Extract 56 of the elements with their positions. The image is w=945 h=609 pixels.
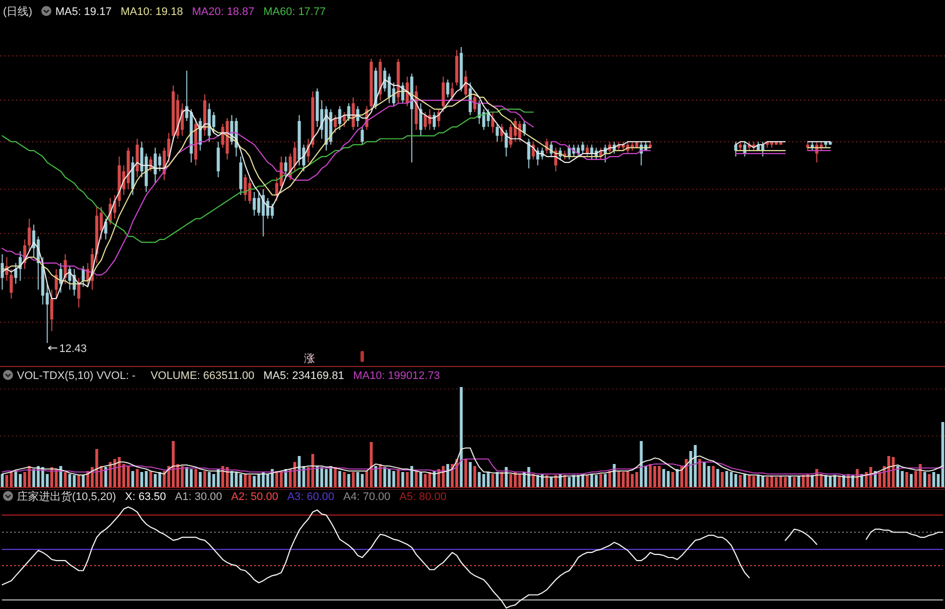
- candlestick: [432, 112, 436, 130]
- text: A2: 50.00: [231, 491, 278, 503]
- candlestick: [338, 106, 342, 130]
- candlestick: [450, 82, 454, 101]
- candlestick: [491, 112, 494, 134]
- candlestick: [464, 70, 468, 98]
- text: A1: 30.00: [175, 491, 222, 503]
- candlestick: [356, 106, 360, 128]
- candlestick: [360, 126, 364, 146]
- candlestick: [446, 79, 450, 98]
- text: MA10: 19.18: [120, 6, 183, 18]
- candlestick: [545, 138, 548, 154]
- text: MA10: 199012.73: [353, 370, 440, 382]
- candlestick: [550, 141, 553, 158]
- candlestick: [14, 262, 18, 284]
- candlestick: [586, 144, 589, 158]
- text: MA20: 18.87: [192, 6, 254, 18]
- candlestick: [734, 141, 738, 158]
- candlestick: [54, 268, 58, 300]
- chart-subtitle: VOLUME: 663511.00: [150, 370, 254, 382]
- candlestick: [10, 268, 13, 300]
- candlestick: [496, 123, 499, 142]
- text: 涨: [304, 353, 315, 365]
- candlestick: [216, 141, 220, 178]
- candlestick: [82, 266, 85, 288]
- candlestick: [334, 114, 337, 134]
- chart-title: 庄家进出货(10,5,20): [17, 490, 116, 503]
- candlestick: [406, 76, 409, 107]
- text: A3: 60.00: [287, 491, 334, 503]
- candlestick: [352, 96, 355, 130]
- annotation: 12.43: [59, 343, 87, 355]
- chart-title: VOL-TDX(5,10) VVOL: -: [17, 370, 136, 382]
- candlestick: [50, 289, 54, 332]
- candlestick: [504, 129, 508, 158]
- series-label: X: 63.50: [125, 491, 166, 503]
- candlestick: [419, 102, 422, 136]
- candlestick: [347, 102, 350, 122]
- candlestick: [468, 82, 472, 116]
- candlestick: [342, 112, 346, 128]
- text: MA5: 19.17: [55, 6, 112, 18]
- text: MA60: 17.77: [263, 6, 326, 18]
- candlestick: [0, 254, 4, 290]
- candlestick: [28, 218, 31, 252]
- candlestick: [522, 120, 526, 136]
- text: A4: 70.00: [343, 491, 390, 503]
- candlestick: [527, 138, 530, 169]
- candlestick: [59, 262, 62, 294]
- text: MA5: 234169.81: [263, 370, 344, 382]
- candlestick: [442, 76, 445, 113]
- candlestick: [18, 250, 22, 282]
- series-label: A5: 80.00: [399, 491, 446, 503]
- chart-title: (日线): [3, 5, 32, 18]
- candlestick: [284, 156, 288, 178]
- candlestick: [77, 277, 80, 308]
- candlestick: [532, 141, 535, 160]
- candlestick: [104, 218, 108, 240]
